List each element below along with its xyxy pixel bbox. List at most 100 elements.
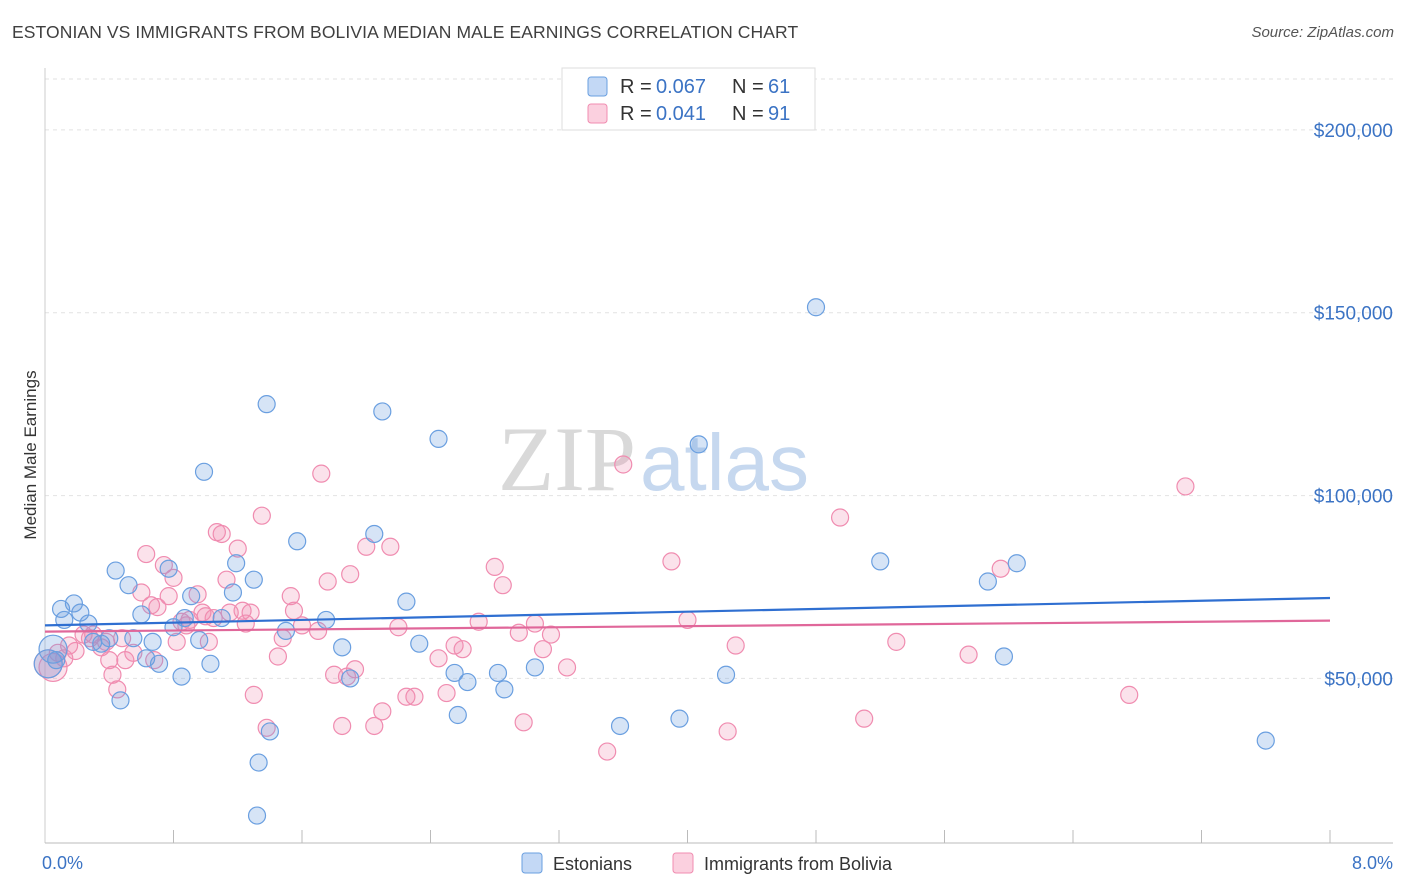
bolivia-point-66 xyxy=(437,683,456,703)
legend-r-label-2: R = xyxy=(620,103,652,125)
watermark: ZIP atlas xyxy=(498,408,809,510)
estonians-point-28 xyxy=(227,554,246,573)
estonians-point-22 xyxy=(182,587,201,606)
bolivia-point-88 xyxy=(991,559,1010,578)
bolivia-point-19 xyxy=(141,596,161,615)
estonians-point-24 xyxy=(194,462,214,481)
estonians-point-43 xyxy=(429,429,448,448)
y-tick-label-1: $100,000 xyxy=(1314,487,1393,508)
estonians-trend-line xyxy=(44,596,1331,627)
y-tick-labels: $50,000 $100,000 $150,000 $200,000 xyxy=(1314,121,1393,691)
estonians-point-53 xyxy=(716,665,736,684)
series-legend-swatch-estonians xyxy=(521,852,543,874)
bolivia-point-85 xyxy=(855,709,874,728)
bolivia-point-21 xyxy=(148,598,167,617)
bolivia-point-59 xyxy=(365,716,384,736)
estonians-point-16 xyxy=(143,632,162,651)
watermark-zip: ZIP xyxy=(498,408,636,510)
estonians-point-31 xyxy=(260,722,279,741)
legend-n-label-2: N = xyxy=(732,103,764,125)
estonians-point-50 xyxy=(610,716,630,736)
bolivia-point-47 xyxy=(281,587,300,606)
bolivia-point-13 xyxy=(108,680,127,699)
bolivia-point-25 xyxy=(167,632,186,651)
bolivia-point-62 xyxy=(389,618,408,637)
estonians-point-41 xyxy=(397,592,416,611)
series-legend-swatch-bolivia xyxy=(672,852,694,874)
estonians-point-60 xyxy=(33,649,63,679)
bolivia-point-35 xyxy=(212,524,231,544)
estonians-point-48 xyxy=(495,680,514,699)
bolivia-point-57 xyxy=(345,660,365,679)
estonians-point-56 xyxy=(978,572,997,591)
estonians-point-30 xyxy=(257,395,276,414)
bolivia-point-79 xyxy=(614,455,633,474)
estonians-point-35 xyxy=(288,532,307,551)
estonians-point-9 xyxy=(100,629,119,648)
bolivia-point-80 xyxy=(662,552,681,571)
bolivia-point-64 xyxy=(405,687,424,706)
bolivia-trend-line xyxy=(44,619,1331,633)
estonians-point-18 xyxy=(159,559,178,578)
bolivia-point-90 xyxy=(1176,477,1195,496)
estonians-point-4 xyxy=(64,594,84,613)
grid-lines xyxy=(45,78,1393,679)
estonians-point-10 xyxy=(106,561,125,580)
bolivia-point-23 xyxy=(159,587,178,606)
estonians-point-49 xyxy=(525,658,545,677)
legend-n-label-1: N = xyxy=(732,76,764,98)
estonians-point-14 xyxy=(132,605,151,624)
estonians-point-23 xyxy=(190,630,209,650)
legend-swatch-estonians xyxy=(587,76,608,97)
bolivia-point-76 xyxy=(541,625,561,644)
estonians-point-26 xyxy=(212,608,231,628)
bolivia-point-70 xyxy=(485,557,504,576)
y-tick-label-0: $50,000 xyxy=(1324,669,1393,690)
bolivia-point-75 xyxy=(533,640,553,659)
legend-swatch-bolivia xyxy=(587,103,608,124)
estonians-point-58 xyxy=(1007,554,1026,573)
estonians-point-42 xyxy=(410,634,429,653)
estonians-point-38 xyxy=(341,669,360,688)
bolivia-point-43 xyxy=(252,506,271,525)
bolivia-point-87 xyxy=(959,645,978,664)
bolivia-point-42 xyxy=(244,685,263,704)
estonians-point-32 xyxy=(249,753,268,772)
bolivia-point-5 xyxy=(66,641,85,661)
bolivia-point-83 xyxy=(726,636,745,655)
series-legend-label-bolivia: Immigrants from Bolivia xyxy=(704,854,893,874)
bolivia-point-40 xyxy=(236,614,255,633)
estonians-point-37 xyxy=(333,638,352,657)
bolivia-point-18 xyxy=(137,544,156,564)
legend-n-value-2: 91 xyxy=(768,103,790,125)
estonians-point-12 xyxy=(119,576,138,595)
source-note: Source: ZipAtlas.com xyxy=(1251,24,1394,41)
x-tick-max: 8.0% xyxy=(1352,853,1393,873)
bolivia-point-51 xyxy=(312,464,331,483)
estonians-point-52 xyxy=(689,435,708,454)
bolivia-point-60 xyxy=(373,702,392,721)
estonians-point-27 xyxy=(223,583,243,602)
legend-r-value-2: 0.041 xyxy=(656,103,706,125)
estonians-point-29 xyxy=(244,570,263,589)
bolivia-point-86 xyxy=(887,632,906,651)
estonians-point-44 xyxy=(445,663,464,683)
bolivia-point-89 xyxy=(1120,685,1139,704)
bolivia-point-52 xyxy=(318,572,337,591)
bolivia-point-69 xyxy=(469,612,488,631)
estonians-point-25 xyxy=(201,654,220,673)
bolivia-point-41 xyxy=(241,603,260,622)
trend-lines xyxy=(44,596,1331,633)
estonians-point-59 xyxy=(1256,731,1275,750)
bolivia-point-11 xyxy=(100,651,119,670)
series-legend-label-estonians: Estonians xyxy=(553,854,632,874)
legend-n-value-1: 61 xyxy=(768,76,790,98)
bolivia-point-12 xyxy=(103,665,122,684)
data-points xyxy=(33,298,1275,825)
chart-title: ESTONIAN VS IMMIGRANTS FROM BOLIVIA MEDI… xyxy=(12,22,799,42)
bolivia-point-71 xyxy=(493,576,512,595)
bolivia-point-77 xyxy=(557,658,577,677)
estonians-point-21 xyxy=(175,608,194,628)
estonians-point-17 xyxy=(149,654,169,673)
